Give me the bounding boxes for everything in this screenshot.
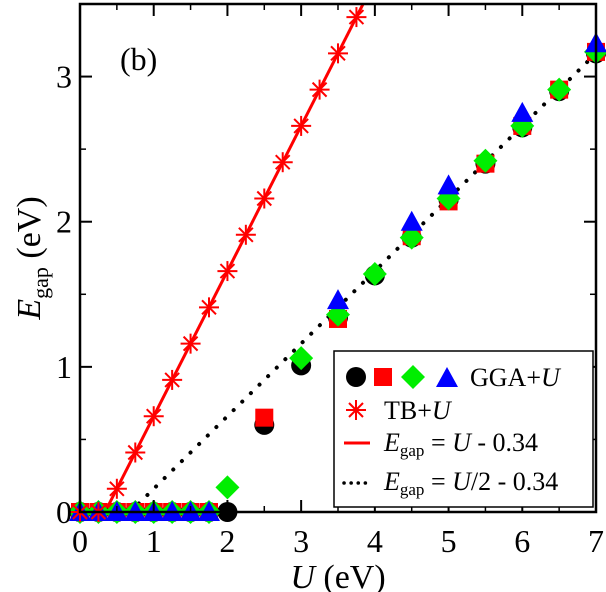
marker-asterisk — [291, 115, 312, 136]
y-tick-label: 1 — [56, 349, 72, 385]
x-tick-label: 6 — [514, 523, 530, 559]
x-tick-label: 2 — [219, 523, 235, 559]
x-tick-label: 0 — [72, 523, 88, 559]
marker-square — [255, 408, 274, 427]
x-tick-label: 3 — [293, 523, 309, 559]
legend-gga-label: GGA+U — [470, 363, 562, 392]
marker-triangle — [437, 174, 460, 195]
legend-triangle-marker — [436, 367, 458, 387]
marker-triangle — [511, 101, 534, 122]
y-tick-label: 3 — [56, 59, 72, 95]
marker-diamond — [547, 77, 572, 102]
marker-asterisk — [235, 224, 256, 245]
x-axis-label: U (eV) — [290, 559, 385, 592]
x-tick-label: 5 — [441, 523, 457, 559]
legend-circle-marker — [346, 367, 366, 387]
marker-asterisk — [309, 79, 330, 100]
legend-dotted-label: Egap = U/2 - 0.34 — [383, 467, 558, 499]
marker-asterisk — [254, 188, 275, 209]
marker-diamond — [473, 148, 498, 173]
marker-asterisk — [328, 43, 348, 64]
x-tick-label: 7 — [588, 523, 604, 559]
legend-line-label: Egap = U - 0.34 — [383, 428, 538, 460]
axis-ticks: 0 1 2 3 4 5 6 7 0 1 2 3 — [56, 4, 604, 559]
marker-asterisk — [199, 297, 219, 318]
legend-square-marker — [374, 368, 392, 386]
marker-asterisk — [162, 369, 183, 390]
marker-asterisk — [143, 406, 164, 427]
marker-asterisk — [180, 333, 201, 354]
marker-diamond — [399, 225, 424, 250]
legend-tb-label: TB+U — [384, 396, 453, 425]
marker-asterisk — [272, 152, 293, 173]
marker-triangle — [327, 289, 349, 310]
y-tick-label: 2 — [56, 204, 72, 240]
legend: GGA+U TB+U Egap = U - 0.34 Egap = U/2 - … — [333, 350, 594, 508]
marker-asterisk — [125, 442, 146, 463]
y-axis-label: Egap (eV) — [11, 196, 53, 320]
marker-asterisk — [217, 261, 238, 282]
x-tick-label: 1 — [146, 523, 162, 559]
marker-diamond — [215, 475, 240, 500]
legend-diamond-marker — [401, 365, 425, 389]
ref-line-solid — [103, 4, 365, 513]
y-tick-label: 0 — [56, 494, 72, 530]
x-tick-label: 4 — [367, 523, 383, 559]
marker-diamond — [362, 261, 387, 286]
marker-diamond — [289, 346, 314, 371]
marker-asterisk — [346, 7, 367, 28]
legend-asterisk-marker — [346, 400, 366, 420]
marker-triangle — [400, 210, 423, 231]
marker-asterisk — [106, 478, 127, 499]
panel-label: (b) — [120, 41, 157, 77]
